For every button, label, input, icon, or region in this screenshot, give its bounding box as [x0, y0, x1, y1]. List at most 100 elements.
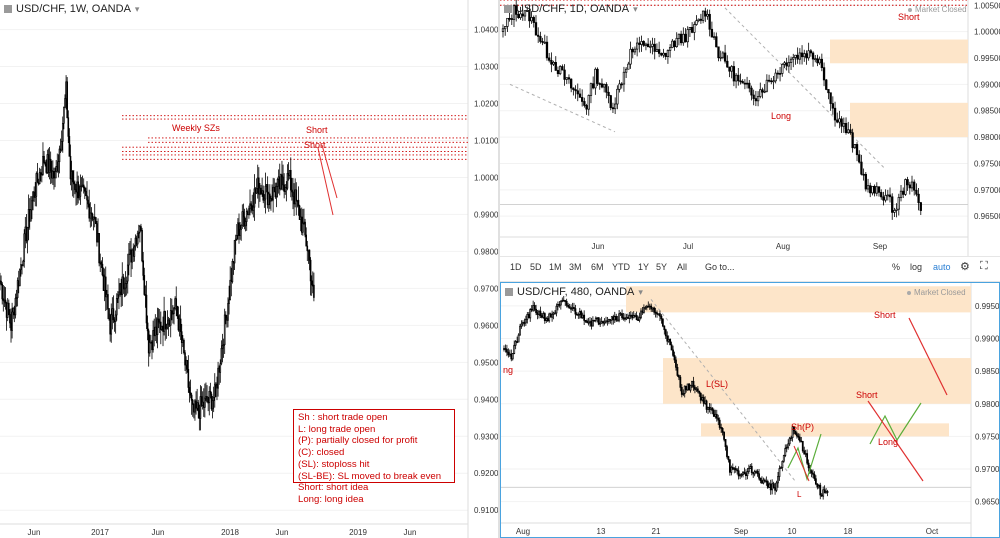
- weekly-candle: [133, 246, 136, 257]
- weekly-candle: [248, 208, 250, 216]
- range-button-6m[interactable]: 6M: [591, 262, 604, 272]
- daily-candle: [605, 84, 608, 93]
- daily-candle: [607, 91, 610, 96]
- h4-candle: [589, 320, 591, 323]
- weekly-candle: [184, 352, 186, 366]
- range-button-1y[interactable]: 1Y: [638, 262, 650, 272]
- h4-candle: [504, 348, 507, 350]
- range-button-1d[interactable]: 1D: [510, 262, 522, 272]
- symbol-square-icon: [504, 5, 512, 13]
- weekly-candle: [242, 211, 245, 218]
- chevron-down-icon[interactable]: ▾: [638, 286, 643, 297]
- weekly-candle: [124, 282, 127, 289]
- time-tick-label: 10: [788, 527, 797, 536]
- range-button-3m[interactable]: 3M: [569, 262, 582, 272]
- daily-candle: [550, 59, 553, 65]
- weekly-candle: [305, 234, 307, 247]
- cut-label: ng: [503, 365, 513, 375]
- h4-candle: [616, 319, 619, 322]
- daily-candle: [616, 88, 619, 105]
- range-button-1m[interactable]: 1M: [549, 262, 562, 272]
- time-tick-label: Jun: [28, 528, 41, 537]
- weekly-chart-svg[interactable]: 1.0400 1.0300 1.0200 1.0100 1.0000 0.9900 0.98…: [0, 0, 500, 538]
- price-tick-label: 1.0100: [474, 136, 499, 145]
- weekly-candle: [74, 183, 76, 191]
- daily-candle: [822, 67, 826, 81]
- range-button-5d[interactable]: 5D: [530, 262, 542, 272]
- h4-candle: [571, 307, 574, 309]
- h4-candle: [726, 446, 728, 457]
- weekly-candle: [239, 228, 241, 236]
- range-button-ytd[interactable]: YTD: [612, 262, 630, 272]
- price-tick-label: 1.0300: [474, 63, 499, 72]
- h4-candle: [587, 321, 590, 324]
- weekly-candle: [171, 310, 173, 314]
- daily-candle: [695, 20, 698, 25]
- chevron-down-icon[interactable]: ▾: [134, 3, 140, 14]
- h4-candle: [644, 307, 647, 309]
- goto-button[interactable]: Go to...: [705, 262, 735, 272]
- time-tick-label: 2019: [349, 528, 367, 537]
- green-projection-path: [787, 433, 822, 482]
- daily-candle: [869, 185, 872, 194]
- weekly-candle: [85, 190, 87, 197]
- daily-candle: [761, 89, 764, 93]
- daily-candle: [794, 54, 797, 58]
- auto-toggle[interactable]: auto: [933, 262, 951, 272]
- time-tick-label: Aug: [516, 527, 530, 536]
- weekly-chart-panel[interactable]: USD/CHF, 1W, OANDA ▾ 1.0400 1.0300 1.0200 1…: [0, 0, 500, 538]
- h4-candle: [675, 359, 677, 368]
- h4-candle: [554, 312, 556, 315]
- daily-candle: [855, 144, 859, 156]
- percent-toggle[interactable]: %: [892, 262, 901, 272]
- weekly-candle: [219, 363, 222, 373]
- daily-candle: [770, 80, 773, 83]
- panel-divider[interactable]: [498, 0, 501, 538]
- h4-candle: [511, 353, 514, 360]
- daily-candle: [728, 66, 731, 72]
- price-tick-label: 0.9600: [474, 321, 499, 330]
- daily-candle: [765, 79, 769, 92]
- weekly-candle: [240, 224, 243, 230]
- weekly-candle: [175, 298, 178, 307]
- h4-candle: [661, 318, 664, 327]
- h4-candle: [798, 436, 801, 442]
- weekly-candle: [14, 297, 17, 316]
- daily-candle: [598, 83, 601, 85]
- log-toggle[interactable]: log: [910, 262, 923, 272]
- h4-candle: [762, 479, 765, 484]
- weekly-candle: [284, 187, 287, 192]
- weekly-candle: [189, 392, 192, 396]
- gear-icon[interactable]: ⚙: [960, 261, 970, 273]
- daily-candle: [682, 33, 685, 44]
- h4-candle: [548, 313, 551, 322]
- weekly-candle: [221, 345, 224, 349]
- daily-candle: [805, 53, 808, 59]
- h4-candle: [559, 300, 562, 306]
- h4-candle: [503, 348, 505, 350]
- weekly-candle: [31, 200, 33, 211]
- fullscreen-icon[interactable]: ⛶: [980, 260, 988, 272]
- daily-candle: [919, 202, 922, 211]
- h4-candle: [622, 317, 625, 319]
- weekly-candle: [156, 318, 159, 336]
- price-tick-label: 1.0200: [474, 100, 499, 109]
- daily-candle: [554, 62, 557, 71]
- chevron-down-icon[interactable]: ▾: [633, 3, 638, 14]
- price-tick-label: 0.9800: [474, 247, 499, 256]
- range-button-all[interactable]: All: [677, 262, 688, 272]
- daily-candle: [719, 56, 722, 59]
- short-label: Short: [798, 0, 820, 1]
- range-button-5y[interactable]: 5Y: [656, 262, 668, 272]
- range-toolbar: 1D 5D 1M 3M 6M YTD 1Y 5Y All Go to... % log auto…: [500, 256, 1000, 282]
- weekly-candle: [183, 339, 185, 354]
- h4-candle: [580, 311, 583, 319]
- weekly-candle: [110, 314, 113, 335]
- daily-candle: [831, 103, 834, 109]
- h4-candle: [583, 314, 586, 321]
- h4-candle: [533, 305, 536, 310]
